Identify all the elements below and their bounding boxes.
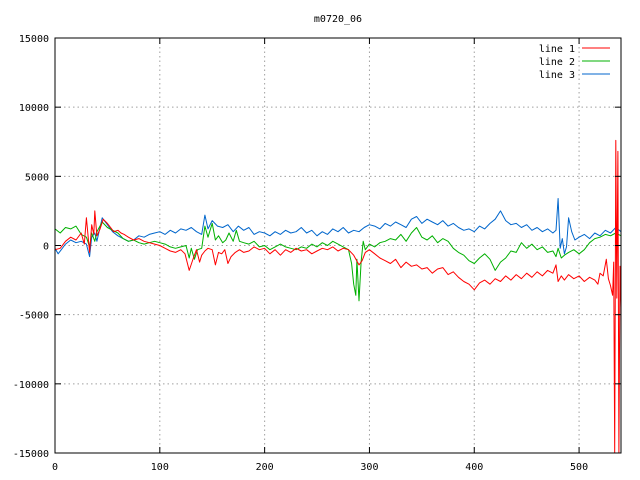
y-tick-label: 5000 xyxy=(25,172,49,183)
y-tick-label: -10000 xyxy=(13,380,49,391)
y-tick-label: 10000 xyxy=(19,103,49,114)
plot-frame xyxy=(54,37,622,454)
y-tick-label: 15000 xyxy=(19,34,49,45)
x-tick-label: 100 xyxy=(151,462,169,473)
y-tick-label: 0 xyxy=(43,242,49,253)
chart-title: m0720_06 xyxy=(314,14,362,25)
x-tick-label: 200 xyxy=(256,462,274,473)
x-tick-label: 300 xyxy=(360,462,378,473)
legend: line 1 line 2 line 3 xyxy=(539,44,610,81)
axis-ticks: 0 100 200 300 400 500 -15000 -10000 -5000 0 5000 10… xyxy=(13,34,621,473)
legend-label: line 3 xyxy=(539,70,575,81)
legend-label: line 2 xyxy=(539,57,575,68)
x-tick-label: 400 xyxy=(465,462,483,473)
legend-label: line 1 xyxy=(539,44,575,55)
x-tick-label: 0 xyxy=(52,462,58,473)
series-group xyxy=(55,139,621,453)
series-line-2 xyxy=(55,221,621,302)
grid xyxy=(55,38,621,453)
y-tick-label: -5000 xyxy=(19,311,49,322)
y-tick-label: -15000 xyxy=(13,449,49,460)
series-line-1 xyxy=(55,139,621,453)
x-tick-label: 500 xyxy=(570,462,588,473)
series-line-3 xyxy=(55,198,621,258)
